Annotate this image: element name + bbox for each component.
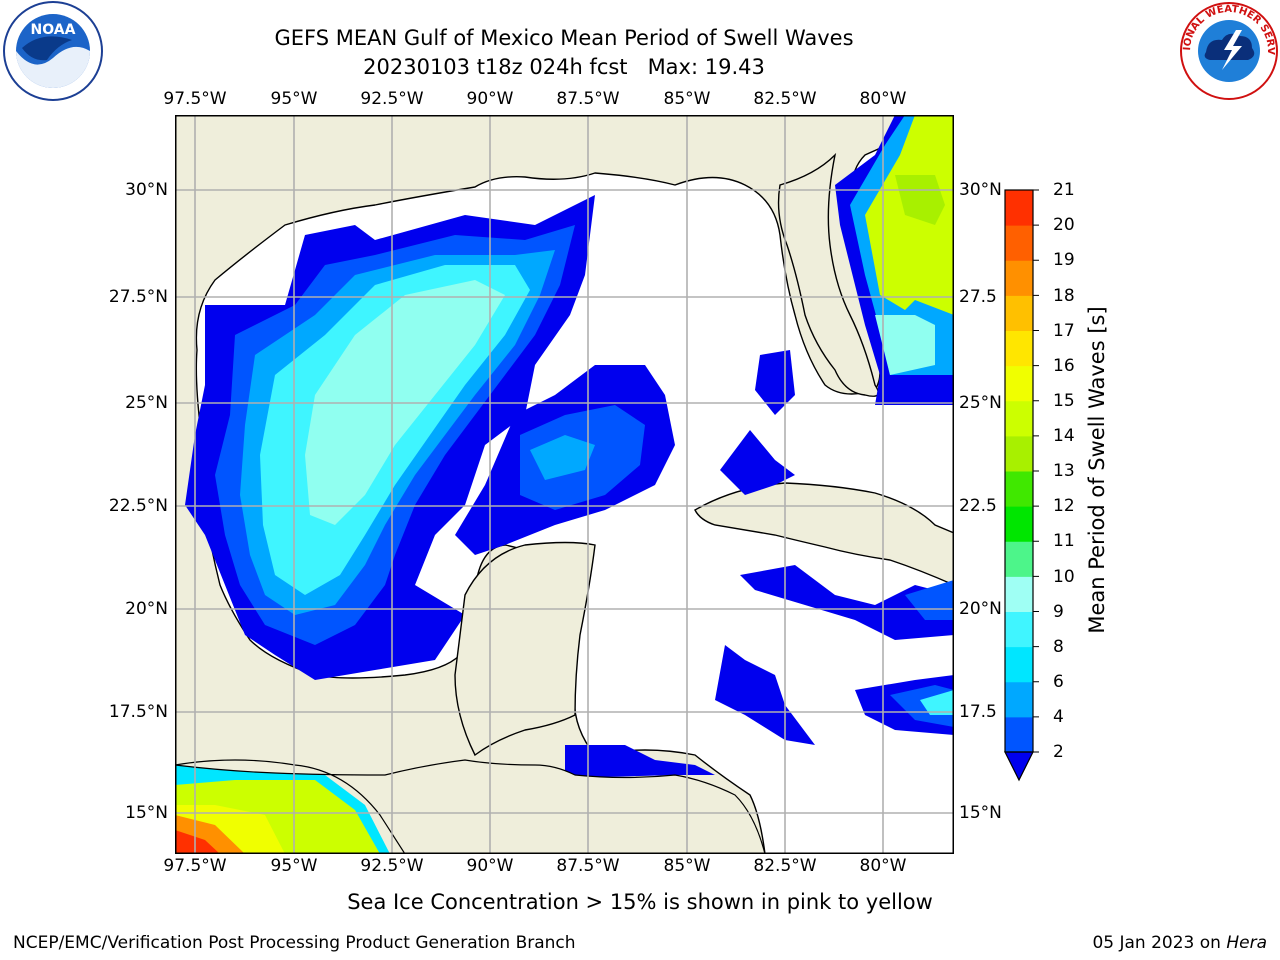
colorbar-tick: 18	[1053, 286, 1075, 306]
lon-label-top: 90°W	[466, 89, 514, 109]
colorbar-under-arrow	[1004, 751, 1034, 782]
lon-label-bottom: 80°W	[859, 856, 907, 876]
lon-label-bottom: 82.5°W	[753, 856, 817, 876]
nws-logo: NATIONAL WEATHER SERVICE	[1178, 0, 1278, 100]
lon-label-top: 80°W	[859, 89, 907, 109]
lat-label-left: 27.5°N	[108, 287, 168, 307]
lat-label-left: 30°N	[125, 180, 168, 200]
lon-label-bottom: 92.5°W	[360, 856, 424, 876]
lat-label-right: 25°N	[959, 393, 1002, 413]
colorbar-tick: 11	[1053, 531, 1075, 551]
colorbar-tick: 14	[1053, 426, 1075, 446]
colorbar-band	[1005, 295, 1033, 331]
colorbar	[1004, 189, 1039, 782]
colorbar-band	[1005, 330, 1033, 367]
footer-date: 05 Jan 2023 on Hera	[1092, 933, 1267, 953]
colorbar-label: Mean Period of Swell Waves [s]	[1085, 306, 1109, 634]
lon-label-top: 82.5°W	[753, 89, 817, 109]
lat-label-right: 17.5	[959, 702, 997, 722]
colorbar-band	[1005, 400, 1033, 437]
lon-label-bottom: 90°W	[466, 856, 514, 876]
colorbar-band	[1005, 611, 1033, 648]
colorbar-band	[1005, 435, 1033, 472]
lat-label-left: 20°N	[125, 599, 168, 619]
central-america-land	[175, 759, 766, 854]
colorbar-tick: 12	[1053, 496, 1075, 516]
colorbar-tick: 2	[1053, 742, 1064, 762]
lat-label-right: 27.5	[959, 287, 997, 307]
lat-label-right: 22.5	[959, 496, 997, 516]
colorbar-band	[1005, 646, 1033, 683]
lat-label-left: 22.5°N	[108, 496, 168, 516]
colorbar-band	[1005, 365, 1033, 402]
colorbar-band	[1005, 541, 1033, 577]
colorbar-band	[1005, 225, 1033, 261]
colorbar-band	[1005, 681, 1033, 718]
colorbar-tick: 20	[1053, 215, 1075, 235]
map-subtitle: 20230103 t18z 024h fcst Max: 19.43	[363, 55, 765, 79]
lon-label-top: 95°W	[270, 89, 318, 109]
colorbar-tick: 13	[1053, 461, 1075, 481]
lat-label-right: 15°N	[959, 803, 1002, 823]
lon-label-bottom: 85°W	[663, 856, 711, 876]
colorbar-tick: 15	[1053, 391, 1075, 411]
cuba-island	[694, 482, 954, 586]
colorbar-tick: 19	[1053, 250, 1075, 270]
colorbar-band	[1005, 576, 1033, 612]
colorbar-tick: 8	[1053, 637, 1064, 657]
lon-label-bottom: 95°W	[270, 856, 318, 876]
lon-label-top: 92.5°W	[360, 89, 424, 109]
colorbar-band	[1005, 190, 1033, 226]
map-title: GEFS MEAN Gulf of Mexico Mean Period of …	[274, 26, 854, 50]
lat-label-right: 30°N	[959, 180, 1002, 200]
sea-ice-note: Sea Ice Concentration > 15% is shown in …	[347, 890, 933, 914]
lat-label-left: 15°N	[125, 803, 168, 823]
lon-label-bottom: 97.5°W	[163, 856, 227, 876]
swell-field-pacific	[175, 765, 390, 854]
colorbar-band	[1005, 506, 1033, 542]
lat-lon-grid	[175, 115, 954, 854]
lon-label-top: 85°W	[663, 89, 711, 109]
colorbar-tick: 4	[1053, 707, 1064, 727]
lat-label-right: 20°N	[959, 599, 1002, 619]
map-frame	[175, 115, 954, 854]
footer-credit: NCEP/EMC/Verification Post Processing Pr…	[13, 933, 576, 953]
colorbar-band	[1005, 471, 1033, 507]
lon-label-bottom: 87.5°W	[556, 856, 620, 876]
lat-label-left: 17.5°N	[108, 702, 168, 722]
colorbar-tick: 21	[1053, 180, 1075, 200]
swell-field-gulf	[185, 195, 954, 777]
lon-label-top: 97.5°W	[163, 89, 227, 109]
swell-field-atlantic	[835, 115, 954, 405]
colorbar-tick: 10	[1053, 567, 1075, 587]
colorbar-tick: 16	[1053, 356, 1075, 376]
colorbar-tick: 6	[1053, 672, 1064, 692]
map-panel	[175, 115, 954, 854]
colorbar-band	[1005, 260, 1033, 296]
footer-machine: Hera	[1226, 933, 1267, 953]
lat-label-left: 25°N	[125, 393, 168, 413]
noaa-logo: NOAA	[3, 1, 103, 101]
colorbar-tick: 9	[1053, 602, 1064, 622]
colorbar-band	[1005, 716, 1033, 753]
noaa-logo-text: NOAA	[31, 22, 76, 38]
footer-date-text: 05 Jan 2023 on	[1092, 933, 1227, 953]
lon-label-top: 87.5°W	[556, 89, 620, 109]
colorbar-tick: 17	[1053, 321, 1075, 341]
